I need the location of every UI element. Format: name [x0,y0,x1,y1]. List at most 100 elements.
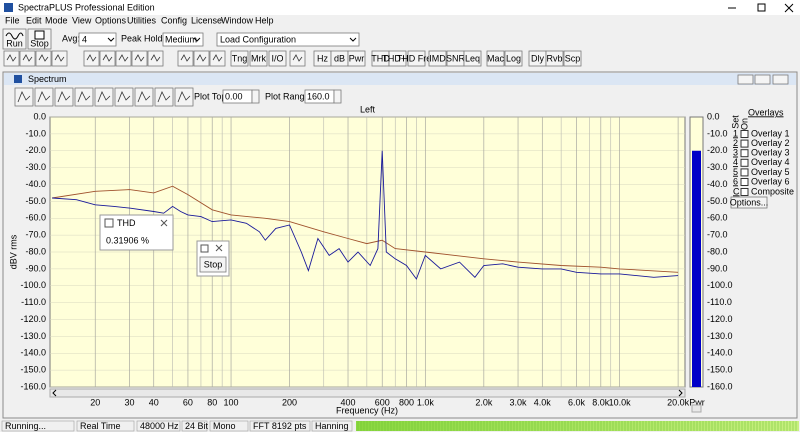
peak-hold-select[interactable] [162,32,204,47]
overlay-name: Overlay 5 [751,167,790,177]
function-button[interactable] [486,50,505,67]
view-icon [157,91,171,103]
tool-icon [22,54,33,62]
overlay-checkbox[interactable] [740,130,749,138]
y-tick-label-right: -100.0 [707,280,733,290]
function-button-label: Rvb [546,53,562,63]
run-label: Run [6,38,23,48]
window-control[interactable] [772,74,789,85]
y-tick-label-right: -130.0 [707,331,733,341]
function-button-label: Log [506,53,521,63]
menu-item[interactable]: Utilities [127,15,157,25]
x-tick-label: 6.0k [568,397,586,407]
view-icon [17,91,31,103]
maximize-button[interactable] [757,3,766,12]
stop-popup-close[interactable] [215,244,223,252]
stop-popup-button[interactable] [199,256,227,273]
function-button[interactable] [463,50,482,67]
view-button[interactable] [154,87,174,107]
status-cell [136,420,181,432]
y-tick-label: -60.0 [25,213,46,223]
overlay-checkbox[interactable] [740,178,749,186]
peak-hold-value: Medium [165,34,197,44]
view-icon [37,91,51,103]
function-button-label: I/O [271,53,283,63]
x-tick-label: 600 [375,397,390,407]
function-button[interactable] [347,50,366,67]
menu-item[interactable]: Edit [26,15,42,25]
y-tick-label-right: -90.0 [707,263,728,273]
view-button[interactable] [74,87,94,107]
function-button-label: Leq [465,53,480,63]
menu-item[interactable]: License [191,15,222,25]
scroll-left[interactable] [52,389,57,397]
function-button-label: Mac [487,53,505,63]
view-button[interactable] [114,87,134,107]
view-button[interactable] [134,87,154,107]
view-button[interactable] [34,87,54,107]
menu-item[interactable]: File [5,15,20,25]
y-tick-label: -140.0 [20,348,46,358]
function-button[interactable] [563,50,582,67]
menu-item[interactable]: Help [255,15,274,25]
overlay-name: Composite [751,186,794,196]
view-icon [97,91,111,103]
function-button[interactable] [407,50,426,67]
options-button[interactable] [730,196,768,209]
plot-range-value: 160.0 [307,91,330,101]
options-label: Options... [730,197,769,207]
y-tick-label-right: -60.0 [707,213,728,223]
overlay-set: 2 [733,138,738,148]
scrollbar[interactable] [49,388,686,398]
scroll-right[interactable] [678,389,683,397]
window-control[interactable] [737,74,754,85]
spinner[interactable] [333,89,342,104]
tool-icon [54,54,65,62]
overlay-checkbox[interactable] [740,139,749,148]
y-tick-label-right: -40.0 [707,179,728,189]
thd-close[interactable] [160,219,168,227]
view-button[interactable] [14,87,34,107]
function-button[interactable] [249,50,268,67]
y-tick-label-right: -10.0 [707,128,728,138]
menu-item[interactable]: View [72,15,92,25]
function-button[interactable] [388,50,407,67]
y-tick-label: -40.0 [25,179,46,189]
y-tick-label-right: -80.0 [707,246,728,256]
avg-select[interactable] [78,32,117,47]
menu-item[interactable]: Options [95,15,127,25]
tool-icon [150,54,161,62]
function-button-label: Hz [317,53,328,63]
overlay-checkbox[interactable] [740,188,749,196]
window-control[interactable] [754,74,771,85]
overlay-checkbox[interactable] [740,149,749,158]
function-button[interactable] [545,50,564,67]
menu-item[interactable]: Config [161,15,187,25]
view-button[interactable] [174,87,194,107]
overlay-name: Overlay 1 [751,128,790,138]
spinner[interactable] [251,89,260,104]
y-tick-label: -50.0 [25,196,46,206]
configuration-select[interactable] [216,32,360,47]
menu-item[interactable]: Window [221,15,254,25]
overlay-checkbox[interactable] [740,168,749,177]
y-tick-label-right: -110.0 [707,297,732,307]
view-button[interactable] [54,87,74,107]
menu-item[interactable]: Mode [45,15,68,25]
meter-scroll[interactable] [691,404,702,413]
spectrum-line [52,150,679,280]
close-button[interactable] [784,3,794,13]
tool-icon [292,54,303,62]
meter-label: Pwr [689,397,705,407]
function-button[interactable] [268,50,287,67]
overlay-checkbox[interactable] [740,158,749,167]
y-tick-label: -110.0 [21,297,46,307]
plot-title: Left [360,104,376,114]
dropdown-arrow [349,37,357,42]
function-button[interactable] [230,50,249,67]
x-tick-label: 20 [90,397,100,407]
function-button[interactable] [504,50,523,67]
tool-icon [118,54,129,62]
view-button[interactable] [94,87,114,107]
function-button[interactable] [428,50,447,67]
